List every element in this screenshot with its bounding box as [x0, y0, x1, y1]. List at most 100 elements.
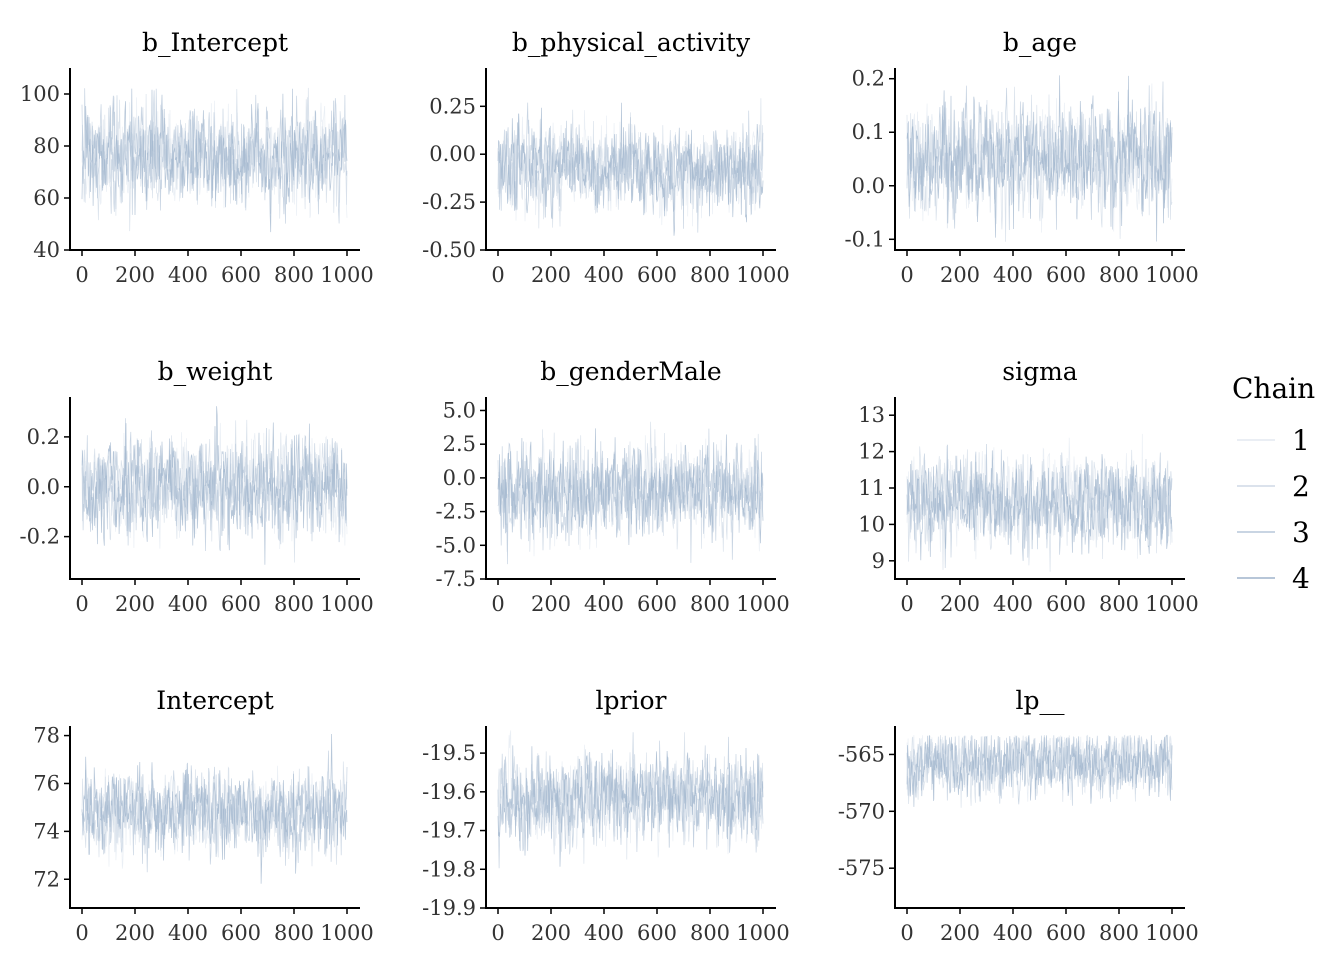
trace-chain-4	[497, 745, 764, 867]
x-tick-label: 600	[221, 921, 261, 945]
x-tick-label: 200	[531, 592, 571, 616]
x-tick-label: 1000	[1145, 263, 1198, 287]
y-tick-label: 11	[858, 476, 885, 500]
panel-title: lprior	[596, 686, 667, 715]
panel-title: b_physical_activity	[512, 28, 751, 57]
x-tick-label: 1000	[736, 592, 789, 616]
trace-chain-2	[81, 761, 348, 867]
x-tick-label: 1000	[320, 921, 373, 945]
y-tick-label: 80	[33, 134, 60, 158]
x-tick-label: 800	[274, 592, 314, 616]
panel-intercept: Intercept 72 74 76 78 0 200 400 600 800 1000	[33, 686, 373, 945]
x-tick-label: 800	[690, 263, 730, 287]
panel-title: sigma	[1002, 357, 1078, 386]
y-tick-label: 72	[33, 867, 60, 891]
x-tick-label: 0	[900, 592, 913, 616]
y-tick-label: -2.5	[436, 500, 477, 524]
trace-chain-4	[81, 406, 348, 565]
y-tick-label: 0.1	[852, 120, 885, 144]
panel-title: b_genderMale	[540, 357, 721, 386]
panel-title: b_age	[1003, 28, 1077, 57]
y-tick-label: 0.0	[443, 466, 476, 490]
x-tick-label: 600	[221, 263, 261, 287]
x-tick-label: 1000	[320, 263, 373, 287]
y-tick-label: 0.2	[852, 67, 885, 91]
trace-chain-3	[906, 735, 1173, 806]
x-tick-label: 1000	[736, 921, 789, 945]
x-tick-label: 200	[531, 921, 571, 945]
x-tick-label: 400	[168, 263, 208, 287]
x-tick-label: 1000	[736, 263, 789, 287]
y-tick-label: 2.5	[443, 432, 476, 456]
y-tick-label: 0.0	[27, 475, 60, 499]
y-tick-label: 74	[33, 819, 60, 843]
trace-chain-4	[906, 734, 1173, 807]
y-tick-label: 12	[858, 440, 885, 464]
legend-label-chain-1: 1	[1292, 424, 1310, 457]
trace-chain-4	[81, 733, 348, 884]
x-tick-label: 0	[900, 263, 913, 287]
panel-b-gendermale: b_genderMale -7.5 -5.0 -2.5 0.0 2.5 5.0 0 200 400…	[436, 357, 790, 616]
trace-chain-3	[906, 443, 1173, 569]
x-tick-label: 200	[940, 592, 980, 616]
x-tick-label: 400	[168, 592, 208, 616]
y-tick-label: -19.7	[422, 819, 476, 843]
x-tick-label: 600	[1046, 921, 1086, 945]
trace-chain-4	[497, 102, 764, 236]
x-tick-label: 600	[637, 921, 677, 945]
legend-label-chain-3: 3	[1292, 516, 1310, 549]
x-tick-label: 400	[584, 592, 624, 616]
x-tick-label: 200	[115, 263, 155, 287]
panel-lprior: lprior -19.9 -19.8 -19.7 -19.6 -19.5 0 200 400 60…	[422, 686, 790, 945]
y-tick-label: 100	[20, 82, 60, 106]
x-tick-label: 0	[491, 263, 504, 287]
y-tick-label: 10	[858, 512, 885, 536]
x-tick-label: 800	[274, 921, 314, 945]
panel-b-physical-activity: b_physical_activity -0.50 -0.25 0.00 0.25 0 20…	[422, 28, 790, 287]
x-tick-label: 0	[75, 592, 88, 616]
legend: Chain 1 2 3 4	[1232, 372, 1315, 595]
y-tick-label: 0.2	[27, 425, 60, 449]
x-tick-label: 800	[274, 263, 314, 287]
x-tick-label: 400	[168, 921, 208, 945]
trace-chain-3	[497, 102, 764, 233]
x-tick-label: 1000	[1145, 921, 1198, 945]
x-tick-label: 200	[531, 263, 571, 287]
x-tick-label: 0	[491, 592, 504, 616]
trace-chain-4	[81, 88, 348, 233]
y-tick-label: -0.50	[422, 238, 476, 262]
x-tick-label: 800	[1099, 921, 1139, 945]
x-tick-label: 0	[75, 921, 88, 945]
x-tick-label: 400	[993, 263, 1033, 287]
y-tick-label: -0.1	[845, 227, 886, 251]
y-tick-label: 13	[858, 403, 885, 427]
x-tick-label: 1000	[320, 592, 373, 616]
y-tick-label: -19.9	[422, 896, 476, 920]
x-tick-label: 400	[584, 263, 624, 287]
y-tick-label: -19.6	[422, 780, 476, 804]
x-tick-label: 800	[1099, 592, 1139, 616]
legend-title: Chain	[1232, 372, 1315, 405]
x-tick-label: 200	[940, 263, 980, 287]
y-tick-label: 0.0	[852, 174, 885, 198]
x-tick-label: 600	[1046, 263, 1086, 287]
panel-lp: lp__ -575 -570 -565 0 200 400 600 800 1000	[838, 686, 1199, 945]
x-tick-label: 1000	[1145, 592, 1198, 616]
panel-b-weight: b_weight -0.2 0.0 0.2 0 200 400 600 800 1000	[20, 357, 374, 616]
panel-b-age: b_age -0.1 0.0 0.1 0.2 0 200 400 600 800 1000	[845, 28, 1199, 287]
x-tick-label: 600	[221, 592, 261, 616]
panel-sigma: sigma 9 10 11 12 13 0 200 400 600 800 1000	[858, 357, 1198, 616]
y-tick-label: -7.5	[436, 567, 477, 591]
x-tick-label: 400	[584, 921, 624, 945]
x-tick-label: 800	[1099, 263, 1139, 287]
y-tick-label: -0.2	[20, 525, 61, 549]
y-tick-label: -570	[838, 799, 885, 823]
panel-title: b_weight	[158, 357, 273, 386]
x-tick-label: 600	[637, 592, 677, 616]
y-tick-label: -0.25	[422, 190, 476, 214]
x-tick-label: 200	[115, 592, 155, 616]
x-tick-label: 800	[690, 921, 730, 945]
panel-title: lp__	[1016, 686, 1065, 715]
panel-title: Intercept	[156, 686, 274, 715]
